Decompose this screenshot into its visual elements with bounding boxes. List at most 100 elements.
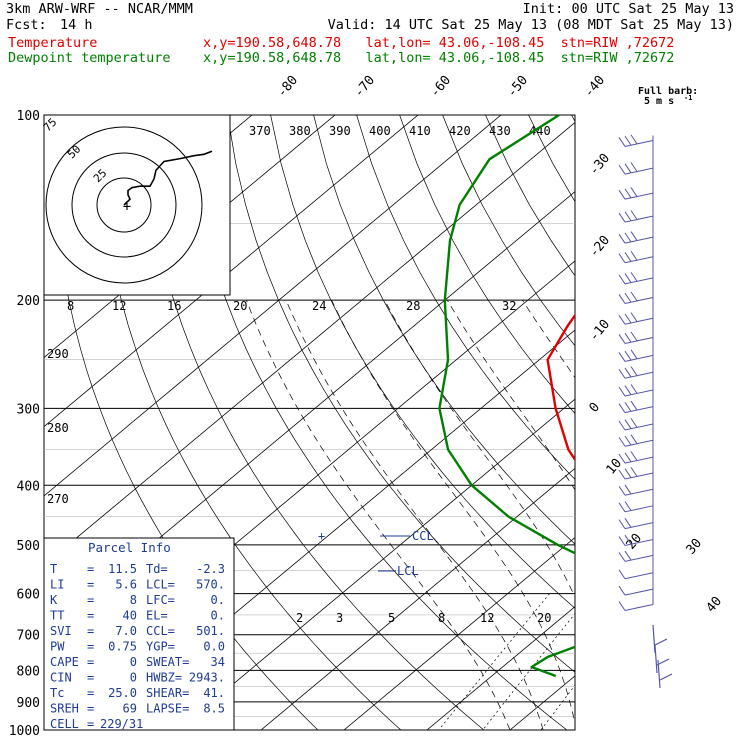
parcel-value-2: 0. xyxy=(211,609,225,623)
isotherm-line xyxy=(44,115,502,497)
wind-barb xyxy=(618,550,654,562)
parcel-value-2: 0.0 xyxy=(203,640,225,654)
wind-barb xyxy=(618,187,654,200)
moist-adiabat xyxy=(612,300,721,730)
wind-barb-shaft xyxy=(624,336,654,344)
wind-barb-flag xyxy=(624,435,632,446)
wind-barb-shaft xyxy=(624,572,654,580)
isotherm-label: -10 xyxy=(587,317,614,345)
speed-label: 16 xyxy=(167,299,181,313)
init-time: Init: 00 UTC Sat 25 May 13 xyxy=(522,1,734,17)
parcel-eq: = xyxy=(87,609,94,623)
parcel-info-panel xyxy=(43,537,235,731)
parcel-key-2: LCL= xyxy=(146,578,175,592)
temperature-legend: Temperature xyxy=(8,35,98,51)
parcel-key-2: EL= xyxy=(146,609,168,623)
parcel-value-2: 0. xyxy=(211,593,225,607)
wind-barb-flag xyxy=(630,271,638,282)
speed-label: 24 xyxy=(312,299,326,313)
parcel-key-1: CIN xyxy=(50,671,72,685)
wind-barb-flag xyxy=(624,385,632,395)
parcel-key-1: CAPE xyxy=(50,655,79,669)
wind-barb-flag xyxy=(624,452,632,463)
theta-e-label: 420 xyxy=(449,124,471,138)
lcl-label: LCL xyxy=(397,564,419,578)
pressure-label: 500 xyxy=(17,539,40,554)
wind-barb-shaft xyxy=(624,296,654,304)
wind-barb-flag xyxy=(630,312,638,322)
mixing-ratio-label: 2 xyxy=(296,611,303,625)
parcel-value-1: 7.0 xyxy=(115,624,137,638)
mixing-ratio-line xyxy=(540,684,575,730)
wind-barb-shaft xyxy=(624,505,654,513)
parcel-key-2: YGP= xyxy=(146,640,175,654)
parcel-value-2: 2943. xyxy=(189,671,225,685)
dewpoint-point-info: x,y=190.58,648.78 lat,lon= 43.06,-108.45… xyxy=(203,50,675,66)
parcel-key-1: PW xyxy=(50,640,65,654)
wind-barb-flag xyxy=(624,188,632,199)
wind-barb-flag xyxy=(630,331,638,342)
wind-barb-shaft xyxy=(624,588,654,596)
isotherm-line xyxy=(44,115,419,428)
wind-barb-flag xyxy=(630,187,638,197)
mixing-ratio-label: 20 xyxy=(537,611,551,625)
wind-barb xyxy=(618,366,654,379)
theta-e-label: 410 xyxy=(409,124,431,138)
wind-barb xyxy=(618,384,654,397)
parcel-key-1: SREH xyxy=(50,702,79,716)
speed-label: 32 xyxy=(502,299,516,313)
surface-barb-flag xyxy=(656,658,670,666)
wind-barb-flag xyxy=(624,419,632,429)
isotherm-label: -20 xyxy=(587,233,614,261)
parcel-key-2: HWBZ= xyxy=(146,671,182,685)
surface-barb-shaft xyxy=(657,659,661,689)
theta-label: 290 xyxy=(47,347,69,361)
wind-barb xyxy=(618,349,654,362)
wind-barb-flag xyxy=(624,135,632,146)
pressure-label: 700 xyxy=(17,629,40,644)
wind-barb-shaft xyxy=(624,256,654,264)
wind-barb-shaft xyxy=(624,456,654,464)
wind-barb xyxy=(618,467,654,480)
wind-barb-flag xyxy=(630,400,638,411)
wind-barb-flag xyxy=(618,519,626,529)
theta-e-label: 430 xyxy=(489,124,511,138)
wind-barb-flag xyxy=(624,501,632,511)
hodograph-ring xyxy=(71,152,177,258)
moist-adiabat xyxy=(246,299,511,730)
isotherm-label: -50 xyxy=(505,73,532,101)
wind-barb-flag xyxy=(618,334,626,344)
dry-adiabat xyxy=(227,115,575,673)
wind-barb-flag xyxy=(630,250,638,261)
wind-barb-shaft xyxy=(624,488,654,496)
mixing-ratio-label: 12 xyxy=(480,611,494,625)
parcel-key-1: K xyxy=(50,593,58,607)
wind-barb-shaft xyxy=(624,236,654,244)
parcel-value-1: 69 xyxy=(123,702,137,716)
parcel-key-2: Td= xyxy=(146,562,168,576)
theta-e-label: 440 xyxy=(529,124,551,138)
parcel-eq: = xyxy=(87,671,94,685)
wind-barb-flag xyxy=(630,210,638,220)
moist-adiabat xyxy=(331,299,575,725)
wind-barb-flag xyxy=(618,453,626,464)
wind-barb-flag xyxy=(630,418,638,428)
wind-barb-flag xyxy=(618,601,626,611)
wind-barb-flag xyxy=(618,274,626,285)
speed-label: 28 xyxy=(406,299,420,313)
mixing-ratio-line xyxy=(438,593,550,730)
wind-barb xyxy=(618,434,654,447)
isotherm-line xyxy=(343,536,575,730)
parcel-key-1: CELL xyxy=(50,717,79,731)
wind-barb-shaft xyxy=(624,423,654,431)
wind-barb-shaft xyxy=(624,215,654,223)
hodograph-storm-marker: + xyxy=(123,199,131,215)
parcel-value-1: 25.0 xyxy=(108,686,137,700)
dry-adiabat xyxy=(701,115,740,730)
wind-barb xyxy=(618,231,654,244)
wind-barb-shaft xyxy=(624,554,654,562)
wind-barb-flag xyxy=(618,294,626,304)
parcel-value-1: 0.75 xyxy=(108,640,137,654)
wind-barb xyxy=(618,134,654,147)
parcel-eq: = xyxy=(87,655,94,669)
